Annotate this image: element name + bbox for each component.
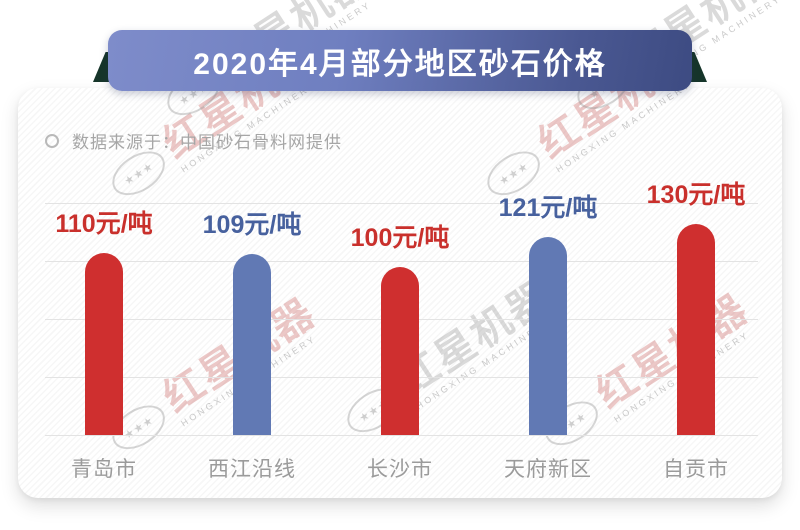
category-label: 自贡市	[663, 458, 729, 481]
bar	[381, 267, 419, 435]
grid-line-baseline	[45, 435, 758, 436]
bar-value-label: 100元/吨	[350, 224, 450, 252]
bar	[529, 237, 567, 435]
bar-value-label: 110元/吨	[55, 210, 153, 238]
bar	[233, 254, 271, 435]
grid-line	[45, 203, 758, 204]
grid-line	[45, 261, 758, 262]
title-banner: 2020年4月部分地区砂石价格	[108, 30, 692, 91]
bar	[677, 224, 715, 435]
bar-value-label: 121元/吨	[498, 194, 598, 222]
bar-column: 110元/吨青岛市	[30, 88, 178, 481]
bar-column: 100元/吨长沙市	[326, 88, 474, 481]
bar-column: 121元/吨天府新区	[474, 88, 622, 481]
source-text: 数据来源于：中国砂石骨料网提供	[72, 133, 342, 152]
bar	[85, 253, 123, 435]
bar-value-label: 130元/吨	[646, 181, 746, 209]
source-row: 数据来源于：中国砂石骨料网提供	[45, 128, 342, 153]
bar-column: 130元/吨自贡市	[622, 88, 770, 481]
bars: 110元/吨 青岛市 109元/吨 西江沿线 100元/吨 长沙市 121元/吨 天府新区 13…	[30, 88, 770, 481]
page-title: 2020年4月部分地区砂石价格	[193, 47, 607, 81]
bar-value-label: 109元/吨	[202, 211, 302, 239]
bar-column: 109元/吨西江沿线	[178, 88, 326, 481]
bar-chart: 110元/吨 青岛市 109元/吨 西江沿线 100元/吨 长沙市 121元/吨 天府新区 13…	[18, 88, 782, 498]
category-label: 长沙市	[367, 458, 433, 481]
category-label: 天府新区	[504, 458, 592, 481]
category-label: 西江沿线	[208, 458, 296, 481]
circle-bullet-icon	[45, 133, 59, 148]
category-label: 青岛市	[71, 458, 137, 481]
